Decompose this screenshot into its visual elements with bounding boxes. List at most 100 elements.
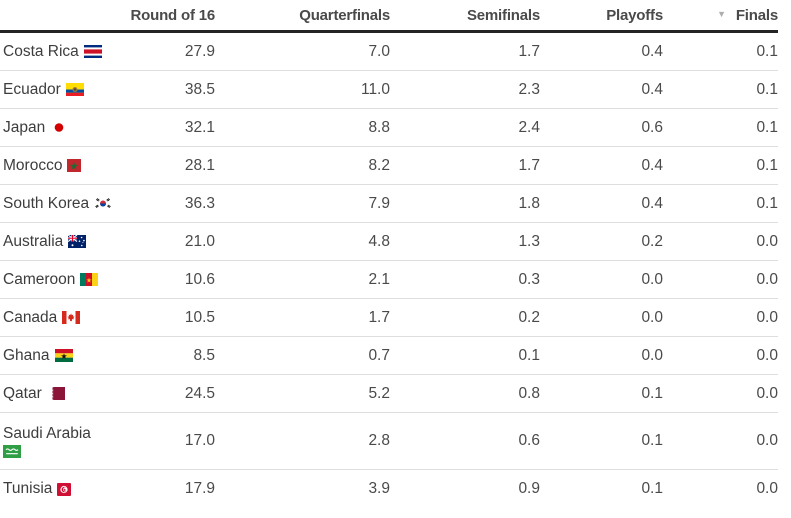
value-cell: 0.1 (756, 156, 778, 174)
country-cell: Tunisia (0, 479, 118, 498)
column-header-finals[interactable]: ▼ Finals (663, 7, 778, 24)
column-header-label: Finals (735, 6, 778, 24)
australia-flag-icon (68, 235, 87, 248)
country-name: Ghana (3, 346, 50, 364)
table-row: Ghana 8.5 0.7 0.1 0.0 0.0 (0, 337, 778, 375)
qatar-flag-icon (46, 387, 65, 400)
country-name: Tunisia (3, 480, 53, 498)
tunisia-flag-icon (57, 482, 72, 496)
column-header-quarterfinals[interactable]: Quarterfinals (215, 7, 390, 24)
column-header-semifinals[interactable]: Semifinals (390, 7, 540, 24)
value-cell: 5.2 (368, 384, 390, 402)
value-cell: 0.0 (641, 270, 663, 288)
country-cell: Ghana (0, 346, 118, 365)
cameroon-flag-icon (80, 273, 99, 286)
value-cell: 0.4 (641, 42, 663, 60)
country-name: Japan (3, 118, 46, 136)
table-row: Japan 32.1 8.8 2.4 0.6 0.1 (0, 109, 778, 147)
value-cell: 0.7 (368, 346, 390, 364)
value-cell: 0.4 (641, 194, 663, 212)
value-cell: 27.9 (184, 42, 215, 60)
country-cell: Costa Rica (0, 42, 118, 61)
value-cell: 2.3 (518, 80, 540, 98)
value-cell: 0.0 (641, 346, 663, 364)
country-name: Costa Rica (3, 42, 79, 60)
value-cell: 0.0 (756, 308, 778, 326)
value-cell: 11.0 (360, 80, 390, 98)
canada-flag-icon (62, 311, 81, 324)
south-korea-flag-icon (94, 197, 113, 210)
country-cell: Canada (0, 308, 118, 327)
value-cell: 0.4 (641, 80, 663, 98)
table-header: Round of 16 Quarterfinals Semifinals Playof… (0, 0, 778, 33)
value-cell: 4.8 (368, 232, 390, 250)
country-name: Canada (3, 308, 58, 326)
country-cell: Australia (0, 232, 118, 251)
table-row: Saudi Arabia 17.0 2.8 0.6 0.1 0.0 (0, 413, 778, 470)
value-cell: 1.7 (518, 42, 540, 60)
value-cell: 38.5 (184, 80, 215, 98)
column-header-label: Round of 16 (130, 6, 216, 24)
country-cell: South Korea (0, 194, 118, 213)
value-cell: 2.4 (518, 118, 540, 136)
country-name: Qatar (3, 384, 42, 402)
value-cell: 8.5 (193, 346, 215, 364)
value-cell: 7.0 (368, 42, 390, 60)
value-cell: 10.6 (184, 270, 215, 288)
value-cell: 0.8 (518, 384, 540, 402)
table-row: Canada 10.5 1.7 0.2 0.0 0.0 (0, 299, 778, 337)
value-cell: 28.1 (184, 156, 215, 174)
country-cell: Cameroon (0, 270, 118, 289)
value-cell: 8.8 (368, 118, 390, 136)
value-cell: 24.5 (184, 384, 215, 402)
value-cell: 1.7 (518, 156, 540, 174)
country-name: Ecuador (3, 80, 61, 98)
value-cell: 32.1 (184, 118, 215, 136)
japan-flag-icon (50, 121, 69, 134)
value-cell: 0.1 (641, 432, 663, 449)
country-cell: Japan (0, 118, 118, 137)
morocco-flag-icon (67, 159, 82, 172)
country-cell: Saudi Arabia (0, 424, 118, 459)
value-cell: 0.2 (518, 308, 540, 326)
country-cell: Qatar (0, 384, 118, 403)
country-name: Cameroon (3, 270, 76, 288)
value-cell: 0.0 (756, 384, 778, 402)
value-cell: 0.6 (518, 432, 540, 449)
value-cell: 2.1 (368, 270, 390, 288)
value-cell: 2.8 (368, 432, 390, 449)
ghana-flag-icon (54, 349, 73, 362)
table-row: Morocco 28.1 8.2 1.7 0.4 0.1 (0, 147, 778, 185)
table-row: Costa Rica 27.9 7.0 1.7 0.4 0.1 (0, 33, 778, 71)
column-header-round-of-16[interactable]: Round of 16 (118, 6, 216, 24)
forecast-table: Round of 16 Quarterfinals Semifinals Playof… (0, 0, 778, 508)
value-cell: 0.1 (756, 80, 778, 98)
value-cell: 0.9 (518, 480, 540, 497)
value-cell: 0.1 (641, 384, 663, 402)
country-name: Saudi Arabia (3, 424, 91, 442)
value-cell: 0.0 (756, 346, 778, 364)
table-row: Tunisia 17.9 3.9 0.9 0.1 0.0 (0, 470, 778, 508)
value-cell: 0.3 (518, 270, 540, 288)
column-header-label: Playoffs (606, 6, 663, 24)
value-cell: 0.0 (756, 232, 778, 250)
column-header-label: Quarterfinals (299, 6, 390, 24)
sort-desc-icon: ▼ (717, 9, 726, 19)
value-cell: 0.4 (641, 156, 663, 174)
value-cell: 17.9 (184, 480, 215, 497)
value-cell: 0.1 (518, 346, 540, 364)
column-header-playoffs[interactable]: Playoffs (540, 7, 663, 24)
value-cell: 10.5 (184, 308, 215, 326)
value-cell: 0.1 (756, 118, 778, 136)
table-row: South Korea 36.3 7.9 1.8 0.4 0.1 (0, 185, 778, 223)
table-row: Ecuador 38.5 11.0 2.3 0.4 0.1 (0, 71, 778, 109)
value-cell: 0.1 (641, 480, 663, 497)
value-cell: 7.9 (368, 194, 390, 212)
value-cell: 0.2 (641, 232, 663, 250)
country-name: Australia (3, 232, 64, 250)
ecuador-flag-icon (65, 83, 84, 96)
column-header-label: Semifinals (466, 6, 540, 24)
value-cell: 36.3 (184, 194, 215, 212)
country-cell: Morocco (0, 156, 118, 175)
country-cell: Ecuador (0, 80, 118, 99)
